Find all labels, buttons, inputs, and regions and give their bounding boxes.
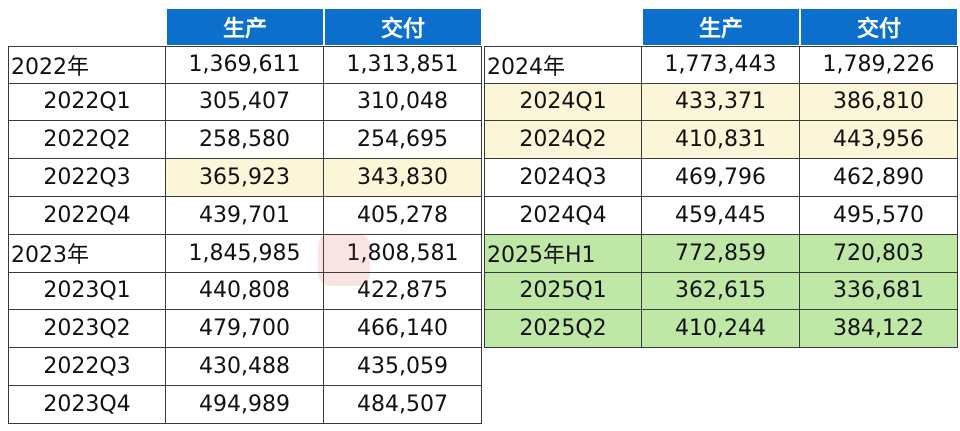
delivery-value: 310,048 xyxy=(324,83,482,122)
production-value: 439,701 xyxy=(166,196,324,235)
row-label: 2023年 xyxy=(8,234,166,273)
right-header-delivery: 交付 xyxy=(800,8,958,46)
left-header-row: 生产 交付 xyxy=(8,8,482,46)
table-row: 2024Q1 433,371 386,810 xyxy=(484,83,958,122)
row-label: 2022Q2 xyxy=(8,121,166,160)
table-row: 2024Q4 459,445 495,570 xyxy=(484,196,958,235)
row-label: 2025年H1 xyxy=(484,234,642,273)
delivery-value: 405,278 xyxy=(324,196,482,235)
table-row: 2022Q3 430,488 435,059 xyxy=(8,348,482,386)
production-value: 410,831 xyxy=(642,121,800,160)
table-row: 2025Q1 362,615 336,681 xyxy=(484,272,958,311)
delivery-value: 466,140 xyxy=(324,310,482,349)
production-value: 305,407 xyxy=(166,83,324,122)
delivery-value: 1,808,581 xyxy=(324,234,482,273)
right-header-blank xyxy=(484,8,642,46)
delivery-value: 495,570 xyxy=(800,196,958,235)
right-table-body: 2024年 1,773,443 1,789,226 2024Q1 433,371 386,… xyxy=(484,45,958,349)
production-value: 1,845,985 xyxy=(166,234,324,273)
row-label: 2024Q4 xyxy=(484,196,642,235)
production-value: 430,488 xyxy=(166,348,324,386)
row-label: 2025Q1 xyxy=(484,272,642,311)
production-value: 410,244 xyxy=(642,310,800,349)
row-label: 2022Q3 xyxy=(8,348,166,386)
table-row: 2022Q3 365,923 343,830 xyxy=(8,159,482,197)
table-row: 2025年H1 772,859 720,803 xyxy=(484,234,958,273)
delivery-value: 443,956 xyxy=(800,121,958,160)
table-row: 2022年 1,369,611 1,313,851 xyxy=(8,45,482,84)
production-value: 365,923 xyxy=(166,159,324,197)
row-label: 2022Q3 xyxy=(8,159,166,197)
row-label: 2024年 xyxy=(484,45,642,84)
production-value: 362,615 xyxy=(642,272,800,311)
row-label: 2023Q1 xyxy=(8,272,166,311)
table-row: 2023年 1,845,985 1,808,581 xyxy=(8,234,482,273)
table-row: 2022Q1 305,407 310,048 xyxy=(8,83,482,122)
production-value: 772,859 xyxy=(642,234,800,273)
left-table: 生产 交付 2022年 1,369,611 1,313,851 2022Q1 305,4… xyxy=(8,8,482,424)
row-label: 2024Q1 xyxy=(484,83,642,122)
production-value: 494,989 xyxy=(166,385,324,424)
row-label: 2022Q4 xyxy=(8,196,166,235)
table-row: 2025Q2 410,244 384,122 xyxy=(484,310,958,349)
right-header-production: 生产 xyxy=(642,8,800,46)
table-row: 2022Q4 439,701 405,278 xyxy=(8,196,482,235)
delivery-value: 254,695 xyxy=(324,121,482,160)
left-header-blank xyxy=(8,8,166,46)
right-table: 生产 交付 2024年 1,773,443 1,789,226 2024Q1 433,3… xyxy=(484,8,958,349)
table-row: 2023Q4 494,989 484,507 xyxy=(8,385,482,424)
production-value: 459,445 xyxy=(642,196,800,235)
right-header-row: 生产 交付 xyxy=(484,8,958,46)
delivery-value: 1,313,851 xyxy=(324,45,482,84)
delivery-value: 384,122 xyxy=(800,310,958,349)
table-row: 2023Q2 479,700 466,140 xyxy=(8,310,482,349)
row-label: 2022年 xyxy=(8,45,166,84)
delivery-value: 484,507 xyxy=(324,385,482,424)
production-value: 440,808 xyxy=(166,272,324,311)
row-label: 2024Q3 xyxy=(484,159,642,197)
row-label: 2023Q2 xyxy=(8,310,166,349)
table-row: 2024年 1,773,443 1,789,226 xyxy=(484,45,958,84)
left-header-delivery: 交付 xyxy=(324,8,482,46)
delivery-value: 336,681 xyxy=(800,272,958,311)
left-table-body: 2022年 1,369,611 1,313,851 2022Q1 305,407 310,… xyxy=(8,45,482,424)
delivery-value: 462,890 xyxy=(800,159,958,197)
delivery-value: 386,810 xyxy=(800,83,958,122)
delivery-value: 343,830 xyxy=(324,159,482,197)
production-value: 469,796 xyxy=(642,159,800,197)
delivery-value: 1,789,226 xyxy=(800,45,958,84)
production-value: 1,369,611 xyxy=(166,45,324,84)
production-value: 433,371 xyxy=(642,83,800,122)
row-label: 2022Q1 xyxy=(8,83,166,122)
table-row: 2023Q1 440,808 422,875 xyxy=(8,272,482,311)
production-value: 479,700 xyxy=(166,310,324,349)
row-label: 2023Q4 xyxy=(8,385,166,424)
delivery-value: 422,875 xyxy=(324,272,482,311)
left-header-production: 生产 xyxy=(166,8,324,46)
row-label: 2025Q2 xyxy=(484,310,642,349)
production-value: 258,580 xyxy=(166,121,324,160)
production-value: 1,773,443 xyxy=(642,45,800,84)
delivery-value: 435,059 xyxy=(324,348,482,386)
delivery-value: 720,803 xyxy=(800,234,958,273)
table-row: 2024Q3 469,796 462,890 xyxy=(484,159,958,197)
table-row: 2022Q2 258,580 254,695 xyxy=(8,121,482,160)
row-label: 2024Q2 xyxy=(484,121,642,160)
table-row: 2024Q2 410,831 443,956 xyxy=(484,121,958,160)
